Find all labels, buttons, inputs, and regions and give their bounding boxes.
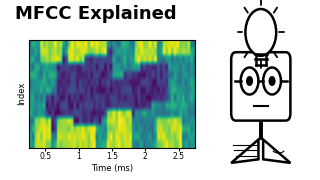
Circle shape: [245, 9, 276, 56]
Polygon shape: [263, 140, 291, 163]
Text: MFCC Explained: MFCC Explained: [15, 5, 177, 23]
Circle shape: [269, 77, 275, 85]
X-axis label: Time (ms): Time (ms): [91, 164, 133, 173]
FancyBboxPatch shape: [231, 52, 291, 121]
Polygon shape: [231, 140, 259, 163]
Circle shape: [247, 77, 252, 85]
Circle shape: [263, 68, 281, 94]
Circle shape: [241, 68, 259, 94]
Y-axis label: Index: Index: [17, 82, 26, 105]
